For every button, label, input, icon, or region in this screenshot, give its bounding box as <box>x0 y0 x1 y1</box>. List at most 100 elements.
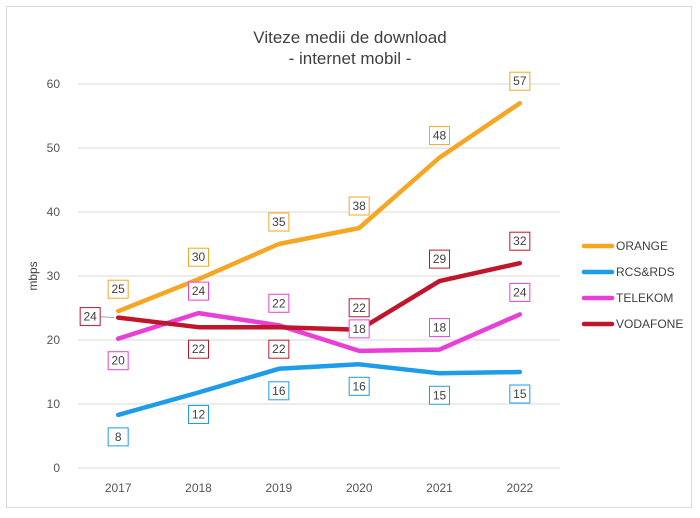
data-label: 29 <box>429 249 450 269</box>
y-tick-label: 0 <box>53 461 60 475</box>
data-label-text: 22 <box>192 342 206 356</box>
data-label-box <box>188 404 209 424</box>
legend: ORANGE RCS&RDS TELEKOM VODAFONE <box>581 239 683 331</box>
data-label-text: 18 <box>433 321 447 335</box>
data-label-text: 12 <box>192 407 206 421</box>
data-label-box <box>509 231 531 251</box>
data-label-box <box>429 249 450 269</box>
data-label-box <box>348 298 370 318</box>
legend-label: VODAFONE <box>616 317 683 331</box>
data-label: 20 <box>107 351 129 371</box>
y-tick-label: 40 <box>47 205 61 219</box>
data-label-box <box>509 71 531 91</box>
data-label-text: 22 <box>352 301 366 315</box>
data-label: 12 <box>188 404 209 424</box>
data-label-text: 48 <box>433 129 447 143</box>
data-label-box <box>348 196 370 216</box>
legend-label: TELEKOM <box>616 291 673 305</box>
data-label: 24 <box>188 281 209 301</box>
chart-subtitle: - internet mobil - <box>289 49 412 68</box>
data-label-text: 22 <box>272 296 286 310</box>
data-label: 38 <box>348 196 370 216</box>
legend-item: TELEKOM <box>581 291 673 305</box>
label-leader-line <box>100 316 115 319</box>
data-label: 32 <box>509 231 531 251</box>
data-label-box <box>348 319 370 339</box>
data-label: 16 <box>268 381 290 401</box>
data-label-box <box>188 247 209 267</box>
data-label: 16 <box>348 376 370 396</box>
gridlines <box>78 83 560 469</box>
data-label: 30 <box>188 247 209 267</box>
y-tick-label: 60 <box>47 77 61 91</box>
data-label-box <box>188 281 209 301</box>
data-labels: 25 30 35 38 48 57 8 12 16 16 15 15 20 24 22 18 18 24 24 22 2… <box>79 71 531 447</box>
data-label-text: 30 <box>192 250 206 264</box>
series-line-vodafone <box>115 260 523 333</box>
chart-title: Viteze medii de download <box>253 28 446 47</box>
data-label: 24 <box>509 282 531 302</box>
legend-label: RCS&RDS <box>616 265 675 279</box>
data-label-text: 38 <box>352 199 366 213</box>
data-label-box <box>348 376 370 396</box>
data-label: 15 <box>509 384 531 404</box>
x-tick-label: 2018 <box>185 481 212 495</box>
x-tick-label: 2019 <box>265 481 292 495</box>
data-label-box <box>268 293 290 313</box>
data-label-box <box>268 339 290 359</box>
x-tick-label: 2017 <box>105 481 132 495</box>
data-label-text: 18 <box>352 322 366 336</box>
x-axis-ticks: 2017 2018 2019 2020 2021 2022 <box>105 481 534 495</box>
series-line-orange <box>115 100 523 314</box>
data-label-box <box>509 282 531 302</box>
data-label-text: 15 <box>433 388 447 402</box>
data-label-text: 15 <box>513 387 527 401</box>
data-label-box <box>107 427 129 447</box>
data-label-box <box>268 212 290 232</box>
legend-label: ORANGE <box>616 239 668 253</box>
data-label: 22 <box>268 339 290 359</box>
y-axis-ticks: 0 10 20 30 40 50 60 <box>47 77 61 475</box>
data-label-text: 20 <box>111 354 125 368</box>
data-label: 18 <box>429 318 450 338</box>
data-label: 8 <box>107 427 129 447</box>
chart-frame <box>6 6 692 508</box>
data-label-text: 22 <box>272 342 286 356</box>
y-axis-label: mbps <box>26 261 40 290</box>
data-label-box <box>107 279 129 299</box>
data-label-box <box>79 307 101 327</box>
y-tick-label: 20 <box>47 333 61 347</box>
y-tick-label: 30 <box>47 269 61 283</box>
series-line-rcs-rds <box>115 362 523 418</box>
data-label: 25 <box>107 279 129 299</box>
data-label-text: 16 <box>272 384 286 398</box>
data-label: 57 <box>509 71 531 91</box>
data-label-text: 32 <box>513 234 527 248</box>
y-tick-label: 10 <box>47 397 61 411</box>
data-label: 22 <box>188 339 209 359</box>
data-label-text: 24 <box>513 285 527 299</box>
x-tick-label: 2020 <box>346 481 373 495</box>
data-label-text: 29 <box>433 252 447 266</box>
data-label: 18 <box>348 319 370 339</box>
data-label-box <box>429 126 450 146</box>
x-tick-label: 2022 <box>506 481 533 495</box>
y-tick-label: 50 <box>47 141 61 155</box>
data-label: 24 <box>79 307 115 327</box>
data-label: 15 <box>429 385 450 405</box>
data-label-box <box>107 351 129 371</box>
data-label-text: 57 <box>513 74 527 88</box>
data-label-box <box>268 381 290 401</box>
data-label-text: 35 <box>272 215 286 229</box>
data-label: 35 <box>268 212 290 232</box>
series-lines <box>115 100 523 418</box>
data-label: 48 <box>429 126 450 146</box>
data-label-box <box>429 318 450 338</box>
data-label-text: 24 <box>83 310 97 324</box>
data-label-text: 16 <box>352 379 366 393</box>
data-label-text: 25 <box>111 282 125 296</box>
data-label: 22 <box>348 298 370 318</box>
legend-item: RCS&RDS <box>581 265 675 279</box>
data-label-box <box>188 339 209 359</box>
